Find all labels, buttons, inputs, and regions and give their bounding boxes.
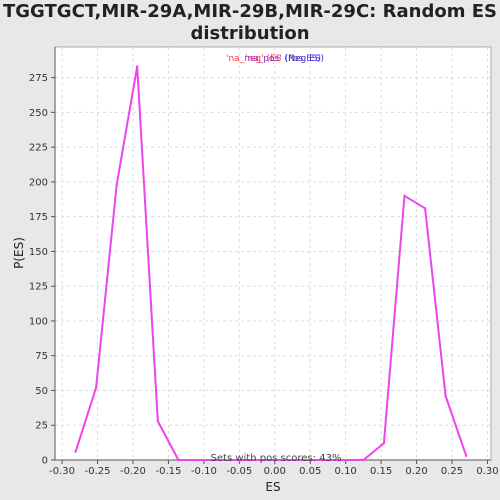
y-tick-label: 225 bbox=[29, 143, 48, 154]
x-tick-label: 0.30 bbox=[476, 466, 498, 477]
y-tick-label: 0 bbox=[42, 456, 48, 467]
data-point bbox=[94, 386, 98, 389]
data-point bbox=[423, 207, 427, 210]
data-point bbox=[197, 458, 201, 462]
annotation-text: Sets with pos scores: 43% bbox=[211, 453, 342, 464]
data-point bbox=[74, 450, 77, 453]
x-tick-label: -0.30 bbox=[49, 466, 75, 477]
y-tick-label: 125 bbox=[29, 282, 48, 293]
plot-area bbox=[54, 46, 492, 461]
data-point bbox=[238, 458, 242, 462]
data-point bbox=[444, 394, 447, 398]
x-tick-label: 0.25 bbox=[441, 466, 463, 477]
data-point bbox=[279, 458, 283, 462]
data-point bbox=[382, 442, 386, 445]
data-point bbox=[218, 458, 221, 462]
data-point bbox=[136, 65, 139, 68]
x-tick-label: 0.00 bbox=[264, 466, 286, 477]
y-tick-label: 275 bbox=[29, 73, 48, 84]
x-tick-label: -0.10 bbox=[191, 466, 217, 477]
series-line bbox=[74, 65, 468, 461]
x-tick-label: 0.10 bbox=[335, 466, 357, 477]
chart-title-line2: distribution bbox=[190, 23, 310, 44]
data-point bbox=[115, 183, 118, 186]
x-tick-label: -0.05 bbox=[226, 466, 252, 477]
chart-title-line1: TGGTGCT,MIR-29A,MIR-29B,MIR-29C: Random … bbox=[3, 1, 497, 22]
series-layer bbox=[74, 65, 468, 462]
axes: -0.30 -0.25 -0.20 -0.15 -0.10 -0.05 0.00 0.05 0.… bbox=[29, 47, 499, 477]
x-axis-label: ES bbox=[265, 480, 280, 494]
legend-entry: (Neg ES) bbox=[285, 54, 324, 64]
data-point bbox=[341, 458, 345, 462]
x-tick-label: -0.20 bbox=[120, 466, 146, 477]
y-tick-label: 75 bbox=[35, 351, 48, 362]
x-tick-label: -0.15 bbox=[155, 466, 181, 477]
y-tick-label: 150 bbox=[29, 247, 48, 258]
data-point bbox=[321, 458, 324, 462]
x-tick-label: 0.05 bbox=[299, 466, 321, 477]
y-tick-label: 175 bbox=[29, 212, 48, 223]
data-point bbox=[156, 419, 159, 423]
data-point bbox=[177, 458, 180, 462]
data-point bbox=[362, 458, 365, 462]
data-point bbox=[464, 454, 468, 458]
y-axis-label: P(ES) bbox=[12, 237, 26, 269]
grid-lines bbox=[55, 47, 491, 461]
legend-entry: 'na_neg' (ES bbox=[226, 54, 282, 64]
x-tick-label: 0.15 bbox=[370, 466, 392, 477]
y-tick-label: 25 bbox=[35, 421, 48, 432]
legend-entry: 'na_pos' (Pos ES) bbox=[245, 54, 321, 64]
data-point bbox=[300, 458, 303, 462]
chart-title: TGGTGCT,MIR-29A,MIR-29B,MIR-29C: Random … bbox=[0, 1, 500, 45]
legend: 'na_neg' (ES'na_pos' (Pos ES)(Neg ES) bbox=[226, 54, 324, 64]
y-tick-label: 50 bbox=[35, 386, 48, 397]
y-tick-label: 250 bbox=[29, 108, 48, 119]
x-tick-label: -0.25 bbox=[85, 466, 111, 477]
y-tick-label: 200 bbox=[29, 177, 48, 188]
y-tick-label: 100 bbox=[29, 316, 48, 327]
x-tick-label: 0.20 bbox=[405, 466, 427, 477]
data-point bbox=[403, 194, 406, 197]
data-point bbox=[259, 458, 262, 462]
